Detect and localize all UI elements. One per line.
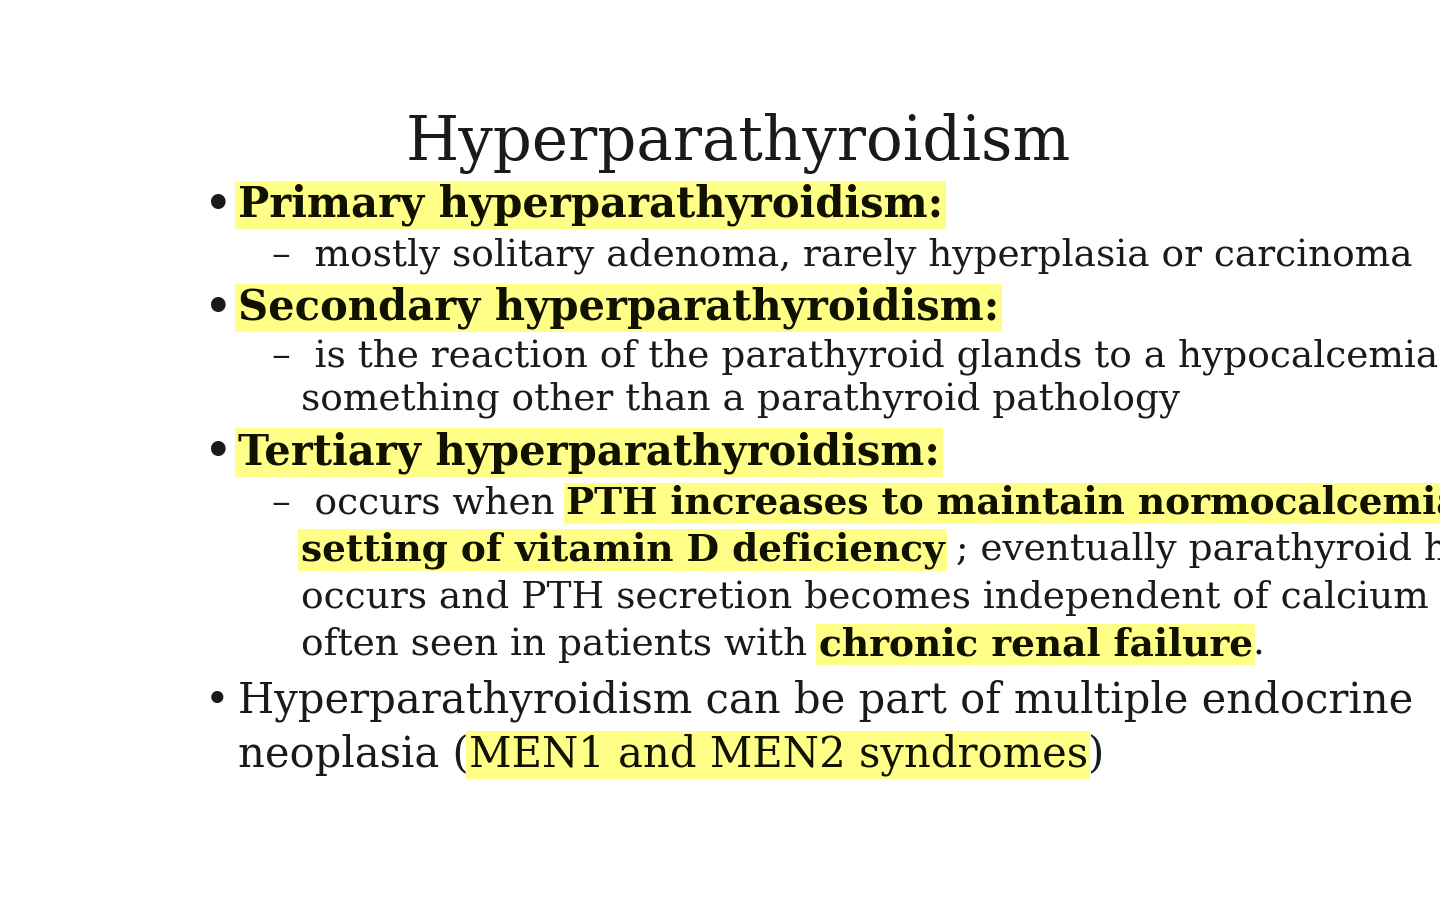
Text: –  occurs when: – occurs when	[272, 485, 566, 522]
Text: setting of vitamin D deficiency: setting of vitamin D deficiency	[301, 532, 945, 569]
Text: Primary hyperparathyroidism:: Primary hyperparathyroidism:	[238, 184, 943, 227]
Text: Tertiary hyperparathyroidism:: Tertiary hyperparathyroidism:	[238, 431, 940, 473]
Text: •: •	[204, 287, 232, 329]
Text: chronic renal failure: chronic renal failure	[818, 626, 1253, 663]
Text: Hyperparathyroidism can be part of multiple endocrine: Hyperparathyroidism can be part of multi…	[238, 680, 1413, 722]
Text: MEN1 and MEN2 syndromes: MEN1 and MEN2 syndromes	[469, 734, 1087, 776]
Text: •: •	[204, 184, 232, 226]
Text: ): )	[1087, 734, 1104, 775]
Text: PTH increases to maintain normocalcemia in the: PTH increases to maintain normocalcemia …	[566, 485, 1440, 522]
Text: –  is the reaction of the parathyroid glands to a hypocalcemia caused by: – is the reaction of the parathyroid gla…	[272, 338, 1440, 375]
Text: Hyperparathyroidism: Hyperparathyroidism	[406, 113, 1070, 174]
Text: neoplasia (: neoplasia (	[238, 734, 469, 775]
Text: •: •	[204, 432, 232, 473]
Text: ; eventually parathyroid hyperplasia: ; eventually parathyroid hyperplasia	[945, 532, 1440, 569]
Text: •: •	[204, 680, 229, 722]
Text: –  mostly solitary adenoma, rarely hyperplasia or carcinoma: – mostly solitary adenoma, rarely hyperp…	[272, 238, 1413, 274]
Text: .: .	[1253, 627, 1264, 662]
Text: occurs and PTH secretion becomes independent of calcium level;: occurs and PTH secretion becomes indepen…	[301, 580, 1440, 616]
Text: often seen in patients with: often seen in patients with	[301, 627, 818, 662]
Text: Secondary hyperparathyroidism:: Secondary hyperparathyroidism:	[238, 287, 999, 329]
Text: something other than a parathyroid pathology: something other than a parathyroid patho…	[301, 382, 1179, 418]
